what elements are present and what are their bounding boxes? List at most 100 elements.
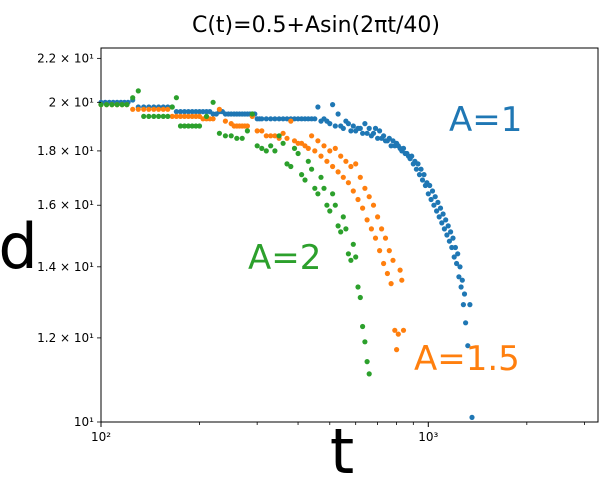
- point-A=1.5: [321, 143, 327, 149]
- point-A=2: [181, 123, 188, 129]
- point-A=2: [124, 102, 130, 108]
- point-A=1.5: [353, 161, 359, 167]
- point-A=1.5: [338, 153, 344, 159]
- point-A=2: [109, 102, 115, 108]
- point-A=1.5: [330, 163, 336, 170]
- point-A=1: [432, 194, 438, 200]
- point-A=1.5: [156, 106, 162, 112]
- point-A=2: [345, 251, 351, 257]
- point-A=1.5: [280, 130, 286, 136]
- point-A=1: [441, 226, 447, 232]
- point-A=2: [189, 123, 195, 129]
- point-A=2: [302, 177, 308, 183]
- point-A=1: [421, 172, 427, 178]
- point-A=1: [416, 172, 423, 178]
- point-A=2: [169, 104, 175, 110]
- point-A=2: [177, 123, 184, 129]
- point-A=1: [463, 320, 469, 326]
- point-A=1: [315, 104, 321, 110]
- point-A=1.5: [222, 118, 228, 124]
- point-A=2: [318, 174, 324, 180]
- point-A=2: [193, 123, 199, 129]
- point-A=1: [276, 116, 282, 122]
- point-A=1: [340, 125, 346, 131]
- y-tick-label: 10¹: [74, 415, 94, 429]
- point-A=1.5: [165, 106, 171, 112]
- point-A=1.5: [394, 347, 400, 353]
- point-A=1: [350, 123, 356, 129]
- point-A=2: [360, 323, 366, 330]
- point-A=1: [461, 291, 468, 297]
- point-A=2: [222, 133, 228, 139]
- x-axis-label: t: [330, 415, 354, 480]
- point-A=1: [327, 121, 333, 127]
- point-A=1.5: [272, 133, 278, 139]
- point-A=2: [299, 172, 305, 178]
- point-A=2: [104, 102, 110, 108]
- point-A=2: [196, 123, 203, 129]
- point-A=1.5: [335, 169, 341, 175]
- point-A=1: [263, 116, 269, 122]
- point-A=1.5: [259, 128, 265, 134]
- point-A=2: [146, 113, 152, 119]
- point-A=1.5: [288, 118, 294, 124]
- point-A=2: [353, 254, 359, 260]
- point-A=2: [216, 130, 222, 136]
- point-A=1: [330, 102, 336, 108]
- point-A=1.5: [332, 145, 338, 151]
- point-A=2: [357, 294, 363, 301]
- point-A=1.5: [390, 257, 396, 263]
- point-A=1: [431, 202, 437, 208]
- point-A=2: [165, 113, 171, 119]
- point-A=1: [291, 116, 298, 122]
- point-A=1: [445, 223, 451, 229]
- point-A=1: [460, 302, 466, 308]
- point-A=1: [193, 109, 199, 115]
- point-A=1: [443, 217, 449, 223]
- point-A=2: [330, 191, 336, 197]
- point-A=2: [338, 229, 344, 235]
- point-A=1: [449, 244, 455, 251]
- point-A=1: [335, 111, 341, 117]
- point-A=2: [305, 158, 311, 164]
- point-A=1: [332, 123, 338, 129]
- point-A=1.5: [397, 267, 403, 273]
- point-A=1: [386, 135, 392, 141]
- point-A=2: [160, 113, 166, 119]
- point-A=2: [119, 102, 125, 108]
- point-A=2: [141, 113, 147, 119]
- point-A=2: [366, 371, 372, 377]
- series-A=2: [98, 88, 372, 377]
- point-A=1.5: [364, 217, 370, 223]
- point-A=2: [280, 140, 286, 146]
- point-A=1.5: [348, 163, 354, 170]
- point-A=1: [440, 211, 446, 217]
- point-A=1: [348, 128, 354, 134]
- point-A=1.5: [377, 248, 383, 254]
- point-A=1.5: [305, 145, 311, 151]
- point-A=2: [309, 166, 315, 172]
- point-A=1: [381, 133, 387, 139]
- y-tick-label: 1.6 × 10¹: [37, 198, 94, 212]
- point-A=2: [335, 223, 341, 229]
- point-A=2: [234, 135, 240, 141]
- point-A=1: [413, 166, 419, 172]
- point-A=2: [321, 185, 327, 191]
- annotation-a1: A=1: [449, 100, 522, 140]
- point-A=1.5: [135, 106, 141, 112]
- x-tick-label: 10²: [91, 430, 111, 444]
- point-A=1.5: [263, 133, 269, 139]
- point-A=1.5: [355, 196, 361, 203]
- point-A=1.5: [169, 113, 175, 119]
- point-A=1: [456, 274, 462, 280]
- point-A=1.5: [366, 194, 372, 200]
- point-A=1: [173, 109, 179, 115]
- point-A=1.5: [185, 113, 191, 119]
- point-A=1: [439, 220, 445, 226]
- point-A=1: [455, 251, 461, 257]
- point-A=1: [284, 116, 290, 122]
- point-A=1.5: [254, 128, 260, 134]
- point-A=1.5: [309, 133, 315, 139]
- point-A=1.5: [177, 113, 184, 119]
- point-A=1.5: [210, 116, 216, 122]
